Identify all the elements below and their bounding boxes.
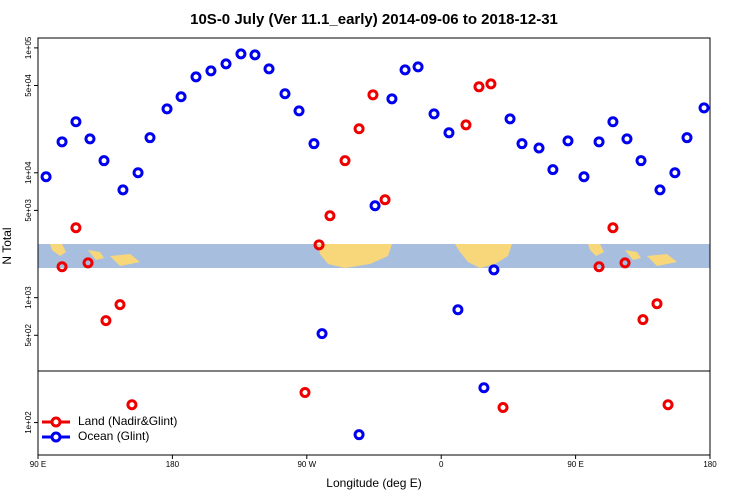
x-tick-label: 90 E	[567, 460, 583, 469]
y-tick-label: 1e+05	[24, 36, 33, 59]
point	[190, 71, 202, 83]
point	[669, 167, 681, 179]
point	[443, 127, 455, 139]
y-axis-label: N Total	[0, 227, 14, 264]
point	[353, 123, 365, 135]
map-strip	[38, 244, 710, 268]
point	[56, 136, 68, 148]
y-tick-label: 1e+04	[24, 161, 33, 184]
point	[386, 93, 398, 105]
x-tick-label: 0	[439, 460, 444, 469]
point	[126, 399, 138, 411]
point	[98, 155, 110, 167]
point	[637, 314, 649, 326]
point	[353, 429, 365, 441]
point	[205, 65, 217, 77]
point	[293, 105, 305, 117]
point	[56, 261, 68, 273]
point	[681, 132, 693, 144]
point	[144, 132, 156, 144]
x-tick-label: 180	[703, 460, 717, 469]
y-tick-label: 5e+02	[24, 323, 33, 346]
point	[635, 155, 647, 167]
point	[473, 81, 485, 93]
legend-marker	[50, 416, 62, 428]
x-tick-label: 180	[166, 460, 180, 469]
point	[593, 261, 605, 273]
point	[562, 135, 574, 147]
point	[161, 103, 173, 115]
plot-frame	[37, 37, 711, 456]
legend-marker	[50, 431, 62, 443]
point	[316, 328, 328, 340]
point	[308, 138, 320, 150]
point	[497, 402, 509, 414]
point	[478, 382, 490, 394]
point	[488, 264, 500, 276]
x-tick-label: 90 W	[297, 460, 316, 469]
y-tick-label: 5e+03	[24, 199, 33, 222]
point	[593, 136, 605, 148]
point	[299, 387, 311, 399]
point	[324, 210, 336, 222]
point	[40, 171, 52, 183]
point	[412, 61, 424, 73]
point	[578, 171, 590, 183]
point	[662, 399, 674, 411]
point	[263, 63, 275, 75]
point	[367, 89, 379, 101]
point	[654, 184, 666, 196]
point	[428, 108, 440, 120]
point	[485, 78, 497, 90]
point	[621, 133, 633, 145]
point	[175, 91, 187, 103]
point	[235, 48, 247, 60]
y-tick-label: 1e+03	[24, 286, 33, 309]
point	[82, 257, 94, 269]
point	[460, 119, 472, 131]
point	[452, 304, 464, 316]
point	[533, 142, 545, 154]
point	[504, 113, 516, 125]
point	[698, 102, 710, 114]
point	[607, 222, 619, 234]
point	[70, 222, 82, 234]
point	[547, 164, 559, 176]
point	[399, 64, 411, 76]
legend-label: Land (Nadir&Glint)	[78, 414, 177, 428]
point	[339, 155, 351, 167]
point	[369, 200, 381, 212]
legend-label: Ocean (Glint)	[78, 429, 149, 443]
chart-title: 10S-0 July (Ver 11.1_early) 2014-09-06 t…	[190, 11, 558, 28]
x-axis-label: Longitude (deg E)	[326, 476, 421, 490]
point	[516, 138, 528, 150]
point	[313, 239, 325, 251]
y-tick-label: 5e+04	[24, 74, 33, 97]
point	[651, 298, 663, 310]
point	[607, 116, 619, 128]
point	[100, 315, 112, 327]
point	[70, 116, 82, 128]
x-tick-label: 90 E	[30, 460, 46, 469]
point	[379, 194, 391, 206]
point	[117, 184, 129, 196]
point	[619, 257, 631, 269]
point	[84, 133, 96, 145]
point	[114, 299, 126, 311]
point	[220, 58, 232, 70]
point	[132, 167, 144, 179]
point	[279, 88, 291, 100]
point	[249, 49, 261, 61]
y-tick-label: 1e+02	[24, 411, 33, 434]
